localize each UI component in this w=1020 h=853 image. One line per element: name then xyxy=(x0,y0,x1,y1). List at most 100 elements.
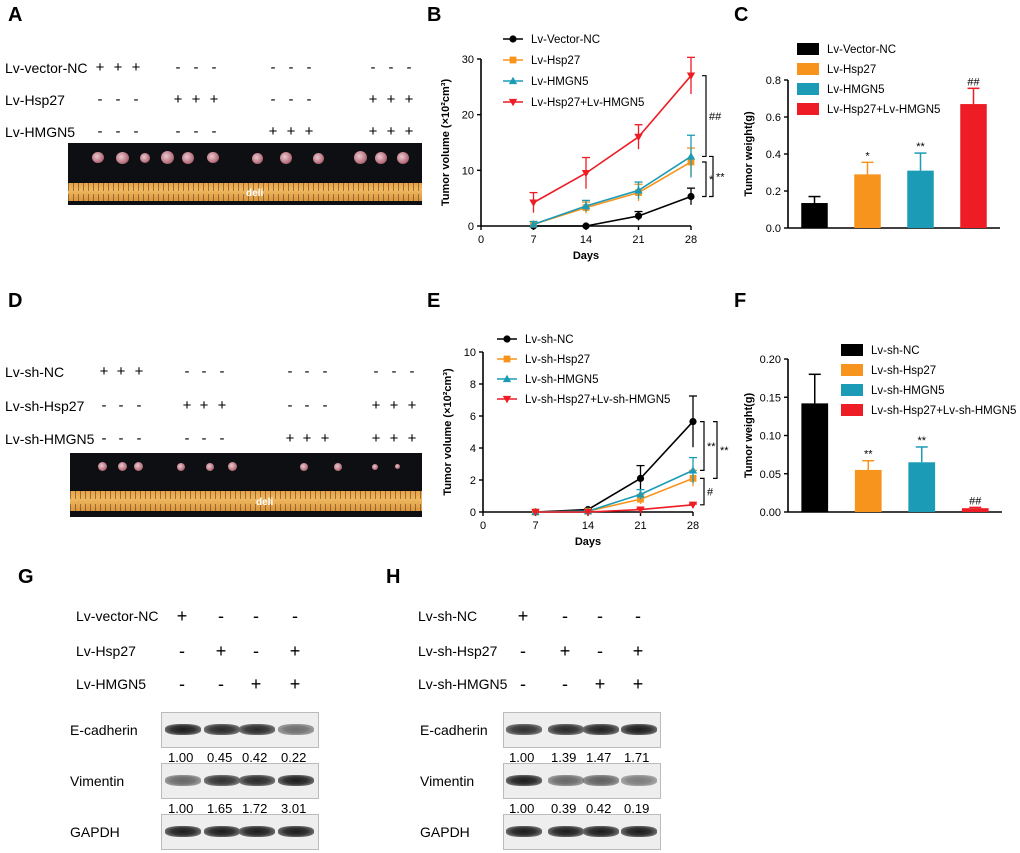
design-sign: + xyxy=(131,59,141,76)
design-sign: + xyxy=(320,430,330,447)
significance-label: ## xyxy=(709,111,722,123)
design-sign: + xyxy=(134,363,144,380)
row-label: Lv-sh-NC xyxy=(418,608,478,624)
blot-label: E-cadherin xyxy=(70,722,138,738)
x-axis-label: Days xyxy=(573,250,599,262)
protein-band xyxy=(583,826,619,837)
design-sign: - xyxy=(373,363,379,380)
design-sign: + xyxy=(199,397,209,414)
significance-bracket xyxy=(700,421,705,471)
design-sign: + xyxy=(559,641,571,661)
design-sign: - xyxy=(597,641,603,661)
design-sign: - xyxy=(409,363,415,380)
quantification-value: 0.42 xyxy=(242,750,268,765)
series-line xyxy=(533,75,692,204)
design-sign: - xyxy=(304,363,310,380)
x-tick-label: 7 xyxy=(532,520,538,532)
design-sign: - xyxy=(175,59,181,76)
significance-label: ** xyxy=(716,171,725,183)
design-sign: - xyxy=(520,641,526,661)
tumor xyxy=(354,151,367,164)
design-sign: - xyxy=(211,123,217,140)
legend-label: Lv-Hsp27 xyxy=(827,64,876,76)
design-sign: + xyxy=(289,641,301,661)
quantification-value: 0.22 xyxy=(281,750,307,765)
protein-band xyxy=(204,826,240,837)
row-label-hmgn5: Lv-HMGN5 xyxy=(5,124,76,140)
ruler-brand: deli xyxy=(256,497,274,508)
quantification-value: 0.39 xyxy=(551,801,577,816)
significance-label: * xyxy=(709,174,714,186)
data-point xyxy=(689,418,697,426)
x-tick-label: 14 xyxy=(580,234,592,246)
design-sign: - xyxy=(211,59,217,76)
design-sign: + xyxy=(404,123,414,140)
legend-label: Lv-sh-HMGN5 xyxy=(871,385,944,397)
panel-label-h: H xyxy=(386,566,401,588)
protein-band xyxy=(621,724,657,735)
design-sign: + xyxy=(191,91,201,108)
design-sign: - xyxy=(218,606,224,626)
row-label: Lv-HMGN5 xyxy=(76,676,147,692)
row-label-sh-hmgn5: Lv-sh-HMGN5 xyxy=(5,431,95,447)
design-sign: + xyxy=(286,123,296,140)
legend-label: Lv-HMGN5 xyxy=(827,84,885,96)
quantification-value: 1.00 xyxy=(168,801,194,816)
tumor xyxy=(228,462,237,471)
blot-label: Vimentin xyxy=(420,773,475,789)
design-sign: - xyxy=(406,59,412,76)
design-sign: + xyxy=(371,430,381,447)
quantification-value: 1.65 xyxy=(207,801,233,816)
significance-label: ** xyxy=(916,141,925,153)
x-tick-label: 28 xyxy=(685,234,697,246)
tumor xyxy=(134,462,143,471)
panel-label-a: A xyxy=(8,4,23,26)
design-sign: - xyxy=(97,123,103,140)
protein-band xyxy=(548,826,584,837)
tumor xyxy=(395,464,400,469)
data-point xyxy=(636,506,645,514)
protein-band xyxy=(165,775,201,786)
legend-label: Lv-sh-Hsp27 xyxy=(525,354,590,366)
y-tick-label: 10 xyxy=(464,347,476,359)
design-sign: - xyxy=(270,91,276,108)
tumor xyxy=(118,462,127,471)
data-point xyxy=(634,186,643,194)
legend-label: Lv-Vector-NC xyxy=(531,34,600,46)
protein-band xyxy=(204,775,240,786)
data-point xyxy=(686,152,696,160)
design-sign: - xyxy=(175,123,181,140)
data-point xyxy=(508,76,518,85)
tumor xyxy=(300,463,308,471)
design-sign: - xyxy=(133,123,139,140)
design-sign: - xyxy=(391,363,397,380)
design-sign: - xyxy=(306,91,312,108)
data-point xyxy=(509,56,517,64)
bar xyxy=(801,203,828,228)
legend-label: Lv-Vector-NC xyxy=(827,44,896,56)
design-sign: + xyxy=(404,91,414,108)
x-tick-label: 0 xyxy=(478,234,484,246)
tumor xyxy=(280,152,292,164)
data-point xyxy=(636,474,645,482)
y-axis-label: Tumor weight(g) xyxy=(743,111,755,197)
design-sign: - xyxy=(179,641,185,661)
quantification-value: 1.00 xyxy=(168,750,194,765)
significance-label: ** xyxy=(707,441,716,453)
design-sign: - xyxy=(184,430,190,447)
data-point xyxy=(636,490,645,498)
significance-label: ** xyxy=(917,435,926,447)
protein-band xyxy=(165,826,201,837)
design-sign: + xyxy=(632,674,644,694)
design-sign: - xyxy=(322,397,328,414)
tumor xyxy=(182,152,194,164)
ruler: deli xyxy=(68,183,422,201)
design-sign: + xyxy=(116,363,126,380)
y-axis-label: Tumor volume (×10²cm³) xyxy=(440,79,452,207)
design-sign: + xyxy=(209,91,219,108)
chart-f-tumor-weight: 0.00 0.05 0.10 0.15 0.20 Tumor weight(g) Lv-sh… xyxy=(743,344,1016,519)
design-sign: + xyxy=(632,641,644,661)
y-tick-label: 0.00 xyxy=(760,507,781,519)
legend-label: Lv-sh-Hsp27+Lv-sh-HMGN5 xyxy=(525,394,670,406)
tumor xyxy=(207,152,219,163)
